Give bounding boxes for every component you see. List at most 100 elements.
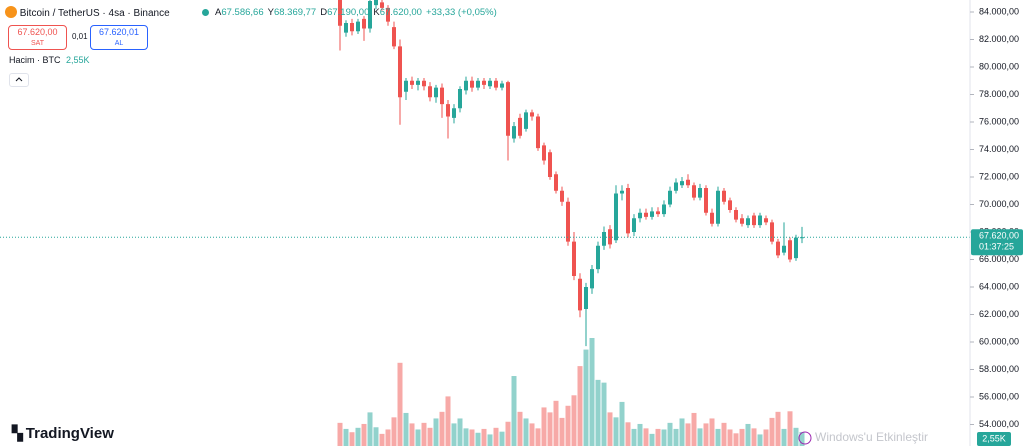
volume-bar xyxy=(547,412,553,446)
candle-body xyxy=(596,245,600,270)
volume-bar xyxy=(367,412,373,446)
candle-body xyxy=(506,82,510,136)
volume-bar xyxy=(709,418,715,446)
candle-body xyxy=(380,2,384,8)
sell-button[interactable]: 67.620,00 SAT xyxy=(8,25,67,50)
ohlc-key: A xyxy=(215,7,222,18)
ohlc-key: K xyxy=(373,7,380,18)
volume-value: 2,55K xyxy=(66,55,90,65)
y-tick-label: 72.000,00 xyxy=(979,171,1019,181)
logo-mark: ▚ xyxy=(12,425,23,441)
candle-body xyxy=(398,46,402,98)
volume-bar xyxy=(625,422,631,446)
volume-bar xyxy=(523,418,529,446)
volume-bar xyxy=(595,379,601,446)
ohlc-value: 67.586,66 xyxy=(221,7,264,18)
buy-price: 67.620,01 xyxy=(98,27,140,37)
volume-bar xyxy=(343,428,349,446)
candle-body xyxy=(584,286,588,309)
volume-bar xyxy=(535,428,541,446)
volume-bar xyxy=(799,431,805,446)
volume-bar xyxy=(631,428,637,446)
volume-bar xyxy=(607,412,613,446)
ohlc-key: D xyxy=(320,7,328,18)
volume-bar xyxy=(541,407,547,446)
volume-bar xyxy=(619,401,625,446)
candle-body xyxy=(410,80,414,85)
volume-bar xyxy=(475,432,481,446)
volume-bar xyxy=(553,400,559,446)
candle-body xyxy=(662,204,666,215)
y-tick-label: 54.000,00 xyxy=(979,419,1019,429)
buy-button[interactable]: 67.620,01 AL xyxy=(90,25,148,50)
candle-body xyxy=(566,201,570,242)
volume-bar xyxy=(739,428,745,446)
volume-bar xyxy=(481,428,487,446)
volume-bar xyxy=(415,429,421,446)
volume-bar xyxy=(457,418,463,446)
candle-body xyxy=(362,18,366,29)
volume-bar xyxy=(679,418,685,446)
volume-bar xyxy=(793,427,799,446)
candle-body xyxy=(578,278,582,311)
watermark: Windows'u Etkinleştir xyxy=(815,430,928,444)
volume-label-box xyxy=(977,432,1011,446)
volume-bar xyxy=(355,427,361,446)
candle-body xyxy=(386,7,390,22)
candle-body xyxy=(614,193,618,241)
candle-body xyxy=(548,152,552,178)
volume-bar xyxy=(505,421,511,446)
candle-body xyxy=(482,80,486,85)
volume-bar xyxy=(781,428,787,446)
candle-body xyxy=(536,116,540,149)
volume-bar xyxy=(571,395,577,446)
candle-body xyxy=(428,86,432,98)
volume-bar xyxy=(463,428,469,446)
volume-bar xyxy=(379,433,385,446)
volume-bar xyxy=(691,412,697,446)
candle-body xyxy=(692,185,696,198)
symbol-row: Bitcoin / TetherUS · 4sa · Binance xyxy=(5,6,170,19)
collapse-button[interactable] xyxy=(9,73,29,87)
candle-body xyxy=(560,190,564,202)
candle-body xyxy=(758,215,762,226)
candle-body xyxy=(518,117,522,136)
volume-bar xyxy=(733,433,739,446)
sell-label: SAT xyxy=(30,40,45,47)
candle-body xyxy=(686,179,690,186)
volume-bar xyxy=(559,417,565,446)
ohlc-key: Y xyxy=(267,7,274,18)
candle-body xyxy=(788,240,792,260)
candle-body xyxy=(338,0,342,26)
volume-bar xyxy=(721,422,727,446)
y-tick-label: 60.000,00 xyxy=(979,336,1019,346)
y-tick-label: 64.000,00 xyxy=(979,281,1019,291)
volume-bar xyxy=(697,428,703,446)
volume-row: Hacim · BTC 2,55K xyxy=(9,55,90,65)
y-tick-label: 66.000,00 xyxy=(979,254,1019,264)
last-price-box xyxy=(971,229,1023,256)
volume-bar xyxy=(763,429,769,446)
candle-body xyxy=(464,80,468,91)
flash-icon[interactable] xyxy=(798,431,812,445)
btc-icon xyxy=(5,6,17,18)
candle-body xyxy=(344,23,348,33)
volume-bar xyxy=(673,428,679,446)
logo[interactable]: ▚ TradingView xyxy=(12,425,114,442)
volume-bar xyxy=(403,412,409,446)
candle-body xyxy=(764,218,768,223)
volume-bar xyxy=(385,429,391,446)
y-tick-label: 80.000,00 xyxy=(979,61,1019,71)
volume-bar xyxy=(649,433,655,446)
candle-body xyxy=(710,212,714,224)
candle-body xyxy=(602,231,606,246)
candle-body xyxy=(734,209,738,220)
candle-body xyxy=(668,190,672,205)
candle-body xyxy=(620,190,624,194)
sell-price: 67.620,00 xyxy=(17,27,58,37)
candle-body xyxy=(374,0,378,6)
volume-title: Hacim · BTC xyxy=(9,55,61,65)
last-price-label: 67.620,00 xyxy=(979,231,1019,241)
